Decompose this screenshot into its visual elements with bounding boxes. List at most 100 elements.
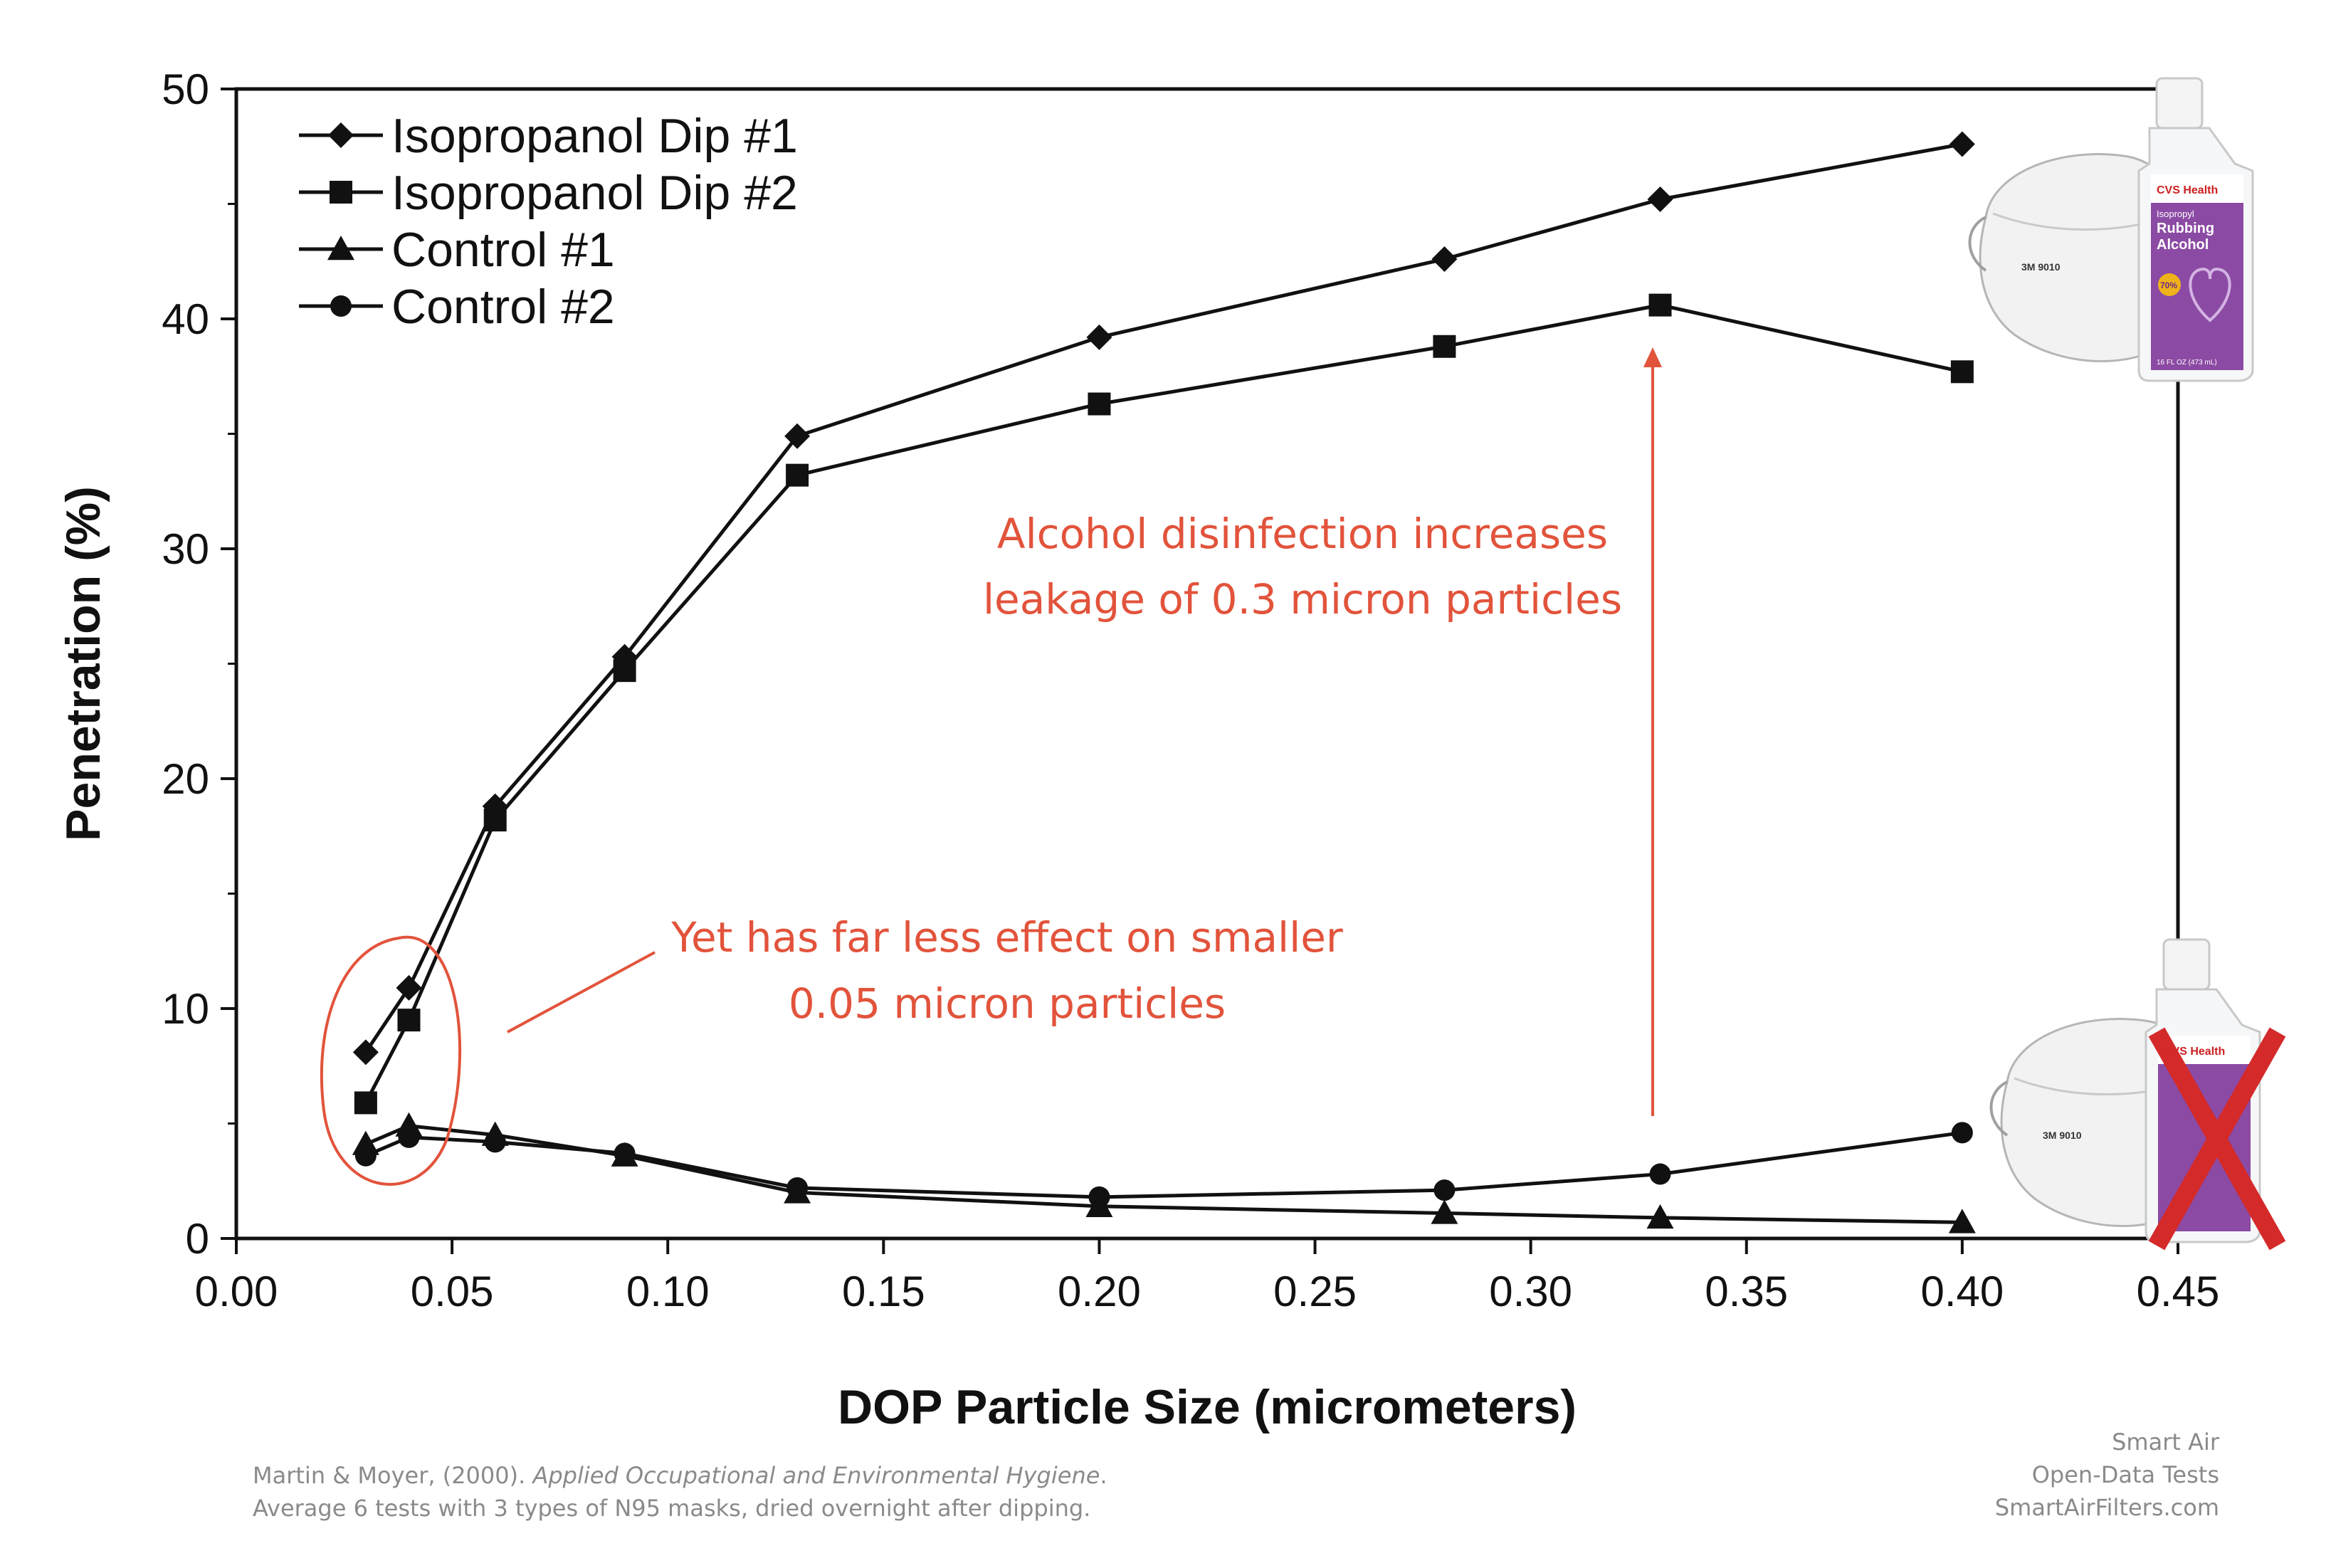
data-point: [1948, 1209, 1976, 1233]
x-tick-label: 0.15: [842, 1268, 925, 1315]
data-point: [613, 659, 636, 683]
y-axis-title: Penetration (%): [56, 486, 110, 841]
y-tick-label: 30: [162, 525, 209, 573]
data-point: [396, 974, 422, 1001]
legend-marker: [327, 236, 354, 261]
citation: Martin & Moyer, (2000). Applied Occupati…: [253, 1459, 1107, 1525]
annotation-arrow-head: [1643, 347, 1662, 367]
annotation-alcohol: Alcohol disinfection increases leakage o…: [983, 347, 1662, 1116]
series-control-1: [352, 1112, 1976, 1233]
y-tick-label: 50: [162, 65, 209, 113]
bottle-heart-icon: [2189, 267, 2231, 322]
bottle-brand-top: CVS Health: [2157, 184, 2218, 196]
series-layer: [352, 131, 1976, 1233]
data-point: [1951, 1122, 1973, 1144]
data-point: [1088, 392, 1111, 416]
brand-website-link[interactable]: SmartAirFilters.com: [1994, 1494, 2219, 1521]
data-point: [398, 1126, 420, 1148]
data-point: [1649, 1163, 1671, 1185]
data-point: [786, 463, 809, 487]
data-point: [1088, 1186, 1110, 1208]
data-point: [1646, 1204, 1674, 1229]
data-point: [1431, 1199, 1458, 1224]
x-tick-label: 0.20: [1058, 1268, 1141, 1315]
data-point: [786, 1177, 809, 1199]
citation-authors: Martin & Moyer, (2000).: [253, 1462, 533, 1489]
legend-marker: [330, 181, 352, 204]
annotation-circle: [320, 935, 462, 1186]
series-line: [364, 1130, 1963, 1199]
y-tick-label: 40: [162, 295, 209, 343]
cross-out-icon: [2148, 1027, 2286, 1251]
alcohol-bottle-icon: CVS Health Isopropyl Rubbing Alcohol 70%…: [2137, 77, 2254, 382]
bottle-line-2: Rubbing: [2157, 221, 2214, 236]
data-point: [614, 1142, 636, 1164]
legend-item: Control #1: [299, 223, 615, 277]
data-point: [483, 809, 507, 832]
mask-no-alcohol-image: 3M 9010 CVS Health: [1989, 938, 2286, 1251]
bottle-percent: 70%: [2160, 280, 2177, 290]
annotation-alcohol-line-1: Alcohol disinfection increases: [997, 510, 1608, 558]
annotation-pointer-line: [507, 951, 656, 1033]
axes: 0 10 20 30 40 50 0.00 0.05 0.10 0.15 0.20 0.25 0.30 0…: [56, 65, 2219, 1434]
series-line: [364, 1124, 1962, 1224]
brand-tagline: Open-Data Tests: [2031, 1461, 2219, 1488]
data-point: [484, 1131, 506, 1153]
series-control-2: [354, 1122, 1973, 1208]
data-point: [784, 423, 811, 449]
legend-label: Control #2: [391, 280, 615, 334]
y-tick-label: 20: [162, 755, 209, 803]
legend-item: Control #2: [299, 280, 615, 334]
bottle-volume: 16 FL OZ (473 mL): [2157, 359, 2217, 367]
data-point: [1950, 360, 1974, 384]
x-tick-label: 0.40: [1920, 1268, 2004, 1315]
legend-label: Control #1: [391, 223, 615, 277]
data-point: [1648, 293, 1672, 317]
mask-and-alcohol-image: 3M 9010 CVS Health Isopropyl Rubbing Alc…: [1968, 77, 2254, 382]
brand-credit: Smart Air Open-Data Tests SmartAirFilter…: [1995, 1426, 2219, 1524]
legend-marker: [328, 122, 354, 148]
x-tick-label: 0.00: [195, 1268, 278, 1315]
y-tick-label: 0: [186, 1215, 209, 1263]
data-point: [352, 1039, 379, 1065]
x-tick-label: 0.45: [2137, 1268, 2220, 1315]
annotation-small-particles: Yet has far less effect on smaller 0.05 …: [320, 913, 1343, 1186]
mask-label-top: 3M 9010: [2021, 261, 2061, 273]
legend-marker: [330, 295, 352, 317]
x-tick-label: 0.05: [411, 1268, 494, 1315]
mask-label-bottom: 3M 9010: [2043, 1130, 2082, 1141]
data-point: [354, 1145, 377, 1167]
x-tick-label: 0.30: [1489, 1268, 1572, 1315]
bottle-line-3: Alcohol: [2157, 237, 2209, 253]
series-isopropanol-dip-1: [352, 131, 1975, 1065]
citation-note: Average 6 tests with 3 types of N95 mask…: [253, 1495, 1091, 1522]
bottle-percent-badge: [2158, 273, 2181, 296]
annotation-small-line-1: Yet has far less effect on smaller: [670, 913, 1343, 962]
citation-end: .: [1100, 1462, 1107, 1489]
y-tick-label: 10: [162, 985, 209, 1033]
citation-journal: Applied Occupational and Environmental H…: [532, 1462, 1100, 1489]
x-axis-title: DOP Particle Size (micrometers): [838, 1380, 1577, 1434]
bottle-line-1: Isopropyl: [2157, 209, 2194, 219]
citation-line-1: Martin & Moyer, (2000). Applied Occupati…: [253, 1459, 1107, 1492]
legend-item: Isopropanol Dip #1: [299, 109, 798, 163]
legend-label: Isopropanol Dip #2: [391, 166, 798, 220]
data-point: [1433, 335, 1456, 358]
data-point: [1431, 246, 1458, 273]
x-tick-label: 0.25: [1273, 1268, 1357, 1315]
x-tick-label: 0.35: [1705, 1268, 1788, 1315]
data-point: [1086, 324, 1112, 350]
legend-label: Isopropanol Dip #1: [391, 109, 798, 163]
data-point: [397, 1009, 421, 1032]
data-point: [1433, 1179, 1456, 1201]
data-point: [354, 1091, 377, 1115]
data-point: [1949, 131, 1975, 157]
data-point: [1647, 186, 1673, 213]
x-tick-label: 0.10: [626, 1268, 710, 1315]
legend-item: Isopropanol Dip #2: [299, 166, 798, 220]
annotation-small-line-2: 0.05 micron particles: [789, 979, 1226, 1028]
annotation-alcohol-line-2: leakage of 0.3 micron particles: [983, 575, 1622, 623]
brand-name: Smart Air: [2112, 1428, 2219, 1456]
